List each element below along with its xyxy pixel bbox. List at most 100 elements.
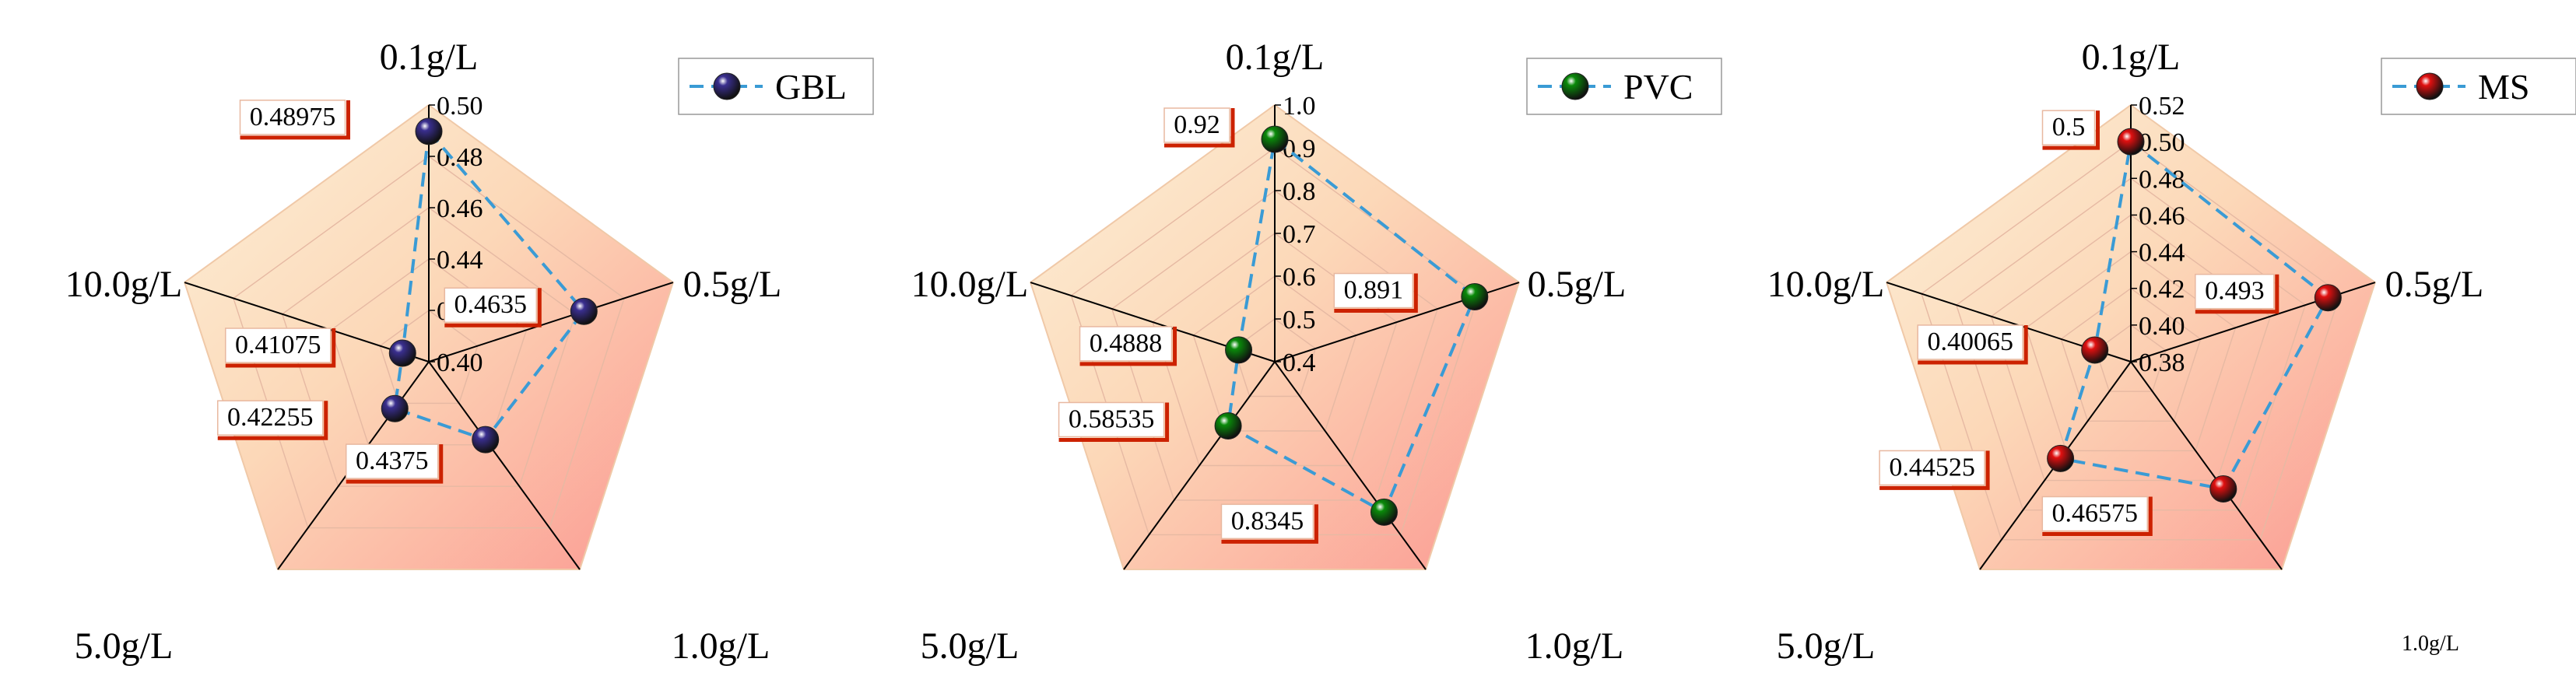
grid-ring [379,310,479,405]
data-point [415,117,443,145]
data-label-shadow [2195,274,2279,314]
tick-label: 0.4 [1283,349,1316,377]
data-label-box [1058,401,1165,438]
data-label: 0.41075 [225,327,336,368]
axis-label: 0.1g/L [2082,37,2181,78]
axis-label: 10.0g/L [65,264,183,305]
data-point [2209,475,2237,503]
data-label-shadow [1079,326,1177,366]
data-label: 0.5 [2041,110,2100,150]
data-label-text: 0.891 [1344,276,1404,305]
series-line [1226,136,1477,515]
legend-box [678,58,874,115]
data-label-shadow [217,401,328,440]
data-label: 0.58535 [1058,401,1170,442]
data-label-text: 0.46575 [2052,499,2139,528]
data-point [388,339,416,367]
data-point [2081,336,2109,364]
tick-label: 0.44 [2139,239,2185,268]
legend-label: MS [2478,67,2529,107]
data-label-box [225,327,332,363]
legend-marker [1561,72,1589,100]
grid-ring [1921,141,2341,541]
legend-marker [713,72,741,100]
data-label-text: 0.40065 [1927,327,2013,356]
axis-label: 1.0g/L [2402,632,2459,656]
tick-label: 0.46 [437,194,483,223]
data-point [1461,283,1489,311]
grid-ring [1885,103,2377,570]
data-label-shadow [225,328,336,368]
data-label-text: 0.92 [1174,110,1220,139]
axis-label: 0.5g/L [1528,264,1627,305]
data-label-box [2041,110,2096,145]
data-label: 0.42255 [217,400,328,440]
radar-panel-pvc: 0.40.50.60.70.80.91.00.1g/L0.5g/L1.0g/L5… [911,37,1722,667]
tick-label: 0.7 [1283,220,1316,249]
data-label-shadow [240,100,350,140]
data-label-shadow [1221,504,1318,544]
data-label-text: 0.493 [2205,277,2265,306]
data-label-text: 0.5 [2052,113,2086,142]
axis-label: 0.5g/L [683,264,782,305]
tick-label: 0.50 [2139,128,2185,157]
axis-label: 0.5g/L [2385,264,2484,305]
grid-ring [1192,275,1357,432]
axis-label: 10.0g/L [911,264,1029,305]
legend-label: PVC [1623,67,1693,107]
tick-label: 0.38 [2139,349,2185,377]
data-point [1214,412,1242,440]
data-label-shadow [2042,110,2100,150]
data-label-shadow [444,288,542,327]
tick-label: 1.0 [1283,92,1316,121]
series-line [393,128,586,442]
grid-ring [281,207,577,487]
data-label-text: 0.4375 [356,447,429,475]
tick-label: 0.40 [437,349,483,377]
tick-label: 0.8 [1283,177,1316,206]
axis-label: 0.1g/L [380,37,479,78]
data-label: 0.92 [1163,107,1235,148]
data-label-text: 0.41075 [235,331,321,359]
radar-panel-ms: 0.38 0.40 0.42 0.44 0.46 0.48 0.50 0.52 0.1g/L 0.… [1767,37,2576,667]
data-label-box [1163,107,1230,143]
data-label-shadow [2042,496,2153,537]
data-label-text: 0.58535 [1069,405,1155,433]
data-label-text: 0.44525 [1889,453,1975,482]
axis-label: 5.0g/L [75,625,174,667]
legend-box [1526,58,1722,115]
tick-label: 0.42 [2139,275,2185,304]
radar-panel-gbl: 0.400.420.440.460.480.500.1g/L0.5g/L1.0g… [65,37,874,667]
data-label-box [1917,324,2023,360]
data-point [1225,336,1253,364]
data-point [1261,125,1289,153]
data-point [2047,444,2075,472]
tick-label: 0.44 [437,246,483,275]
data-label: 0.4635 [444,287,542,327]
axis-spoke [428,282,674,363]
data-label-box [1879,450,1985,486]
legend-label: GBL [775,67,847,107]
grid-ring [2025,250,2237,452]
data-label-shadow [1164,108,1235,148]
data-label-text: 0.4635 [454,290,528,319]
data-label-text: 0.48975 [250,103,336,131]
axis-spoke [184,282,430,363]
data-label-shadow [1058,402,1170,442]
data-label: 0.40065 [1917,324,2028,365]
data-label: 0.891 [1333,272,1418,313]
data-point [570,297,598,325]
data-label-box [239,100,346,135]
tick-label: 0.5 [1283,306,1316,334]
data-label-box [444,287,538,323]
tick-label: 0.46 [2139,201,2185,230]
data-point [381,394,409,422]
data-label-box [1333,272,1414,309]
grid-ring [233,156,625,529]
data-label-text: 0.4888 [1090,329,1163,358]
axis-label: 5.0g/L [1777,625,1876,667]
legend: GBL [678,58,874,115]
grid-ring [1029,103,1521,570]
data-label: 0.44525 [1879,450,1990,490]
